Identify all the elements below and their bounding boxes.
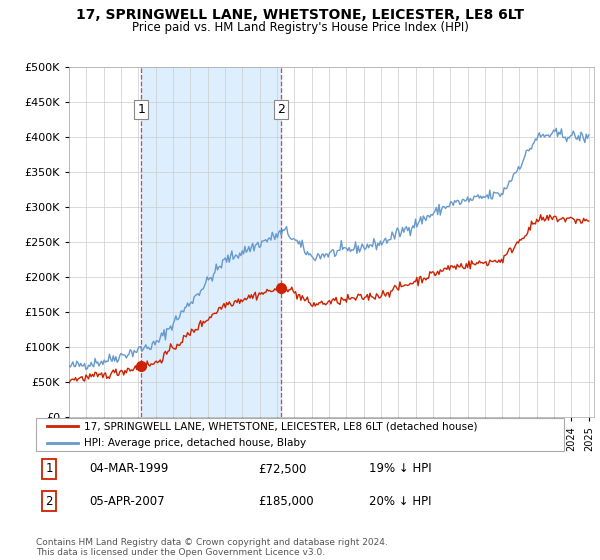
Text: 17, SPRINGWELL LANE, WHETSTONE, LEICESTER, LE8 6LT (detached house): 17, SPRINGWELL LANE, WHETSTONE, LEICESTE… [83,422,477,431]
Text: 20% ↓ HPI: 20% ↓ HPI [368,494,431,508]
Text: 17, SPRINGWELL LANE, WHETSTONE, LEICESTER, LE8 6LT: 17, SPRINGWELL LANE, WHETSTONE, LEICESTE… [76,8,524,22]
FancyBboxPatch shape [36,418,564,451]
Text: £185,000: £185,000 [258,494,313,508]
Text: 19% ↓ HPI: 19% ↓ HPI [368,463,431,475]
Text: 05-APR-2007: 05-APR-2007 [89,494,164,508]
Text: 04-MAR-1999: 04-MAR-1999 [89,463,168,475]
Text: 2: 2 [277,102,286,116]
Bar [141,67,281,417]
Text: Contains HM Land Registry data © Crown copyright and database right 2024.
This d: Contains HM Land Registry data © Crown c… [36,538,388,557]
Text: 2: 2 [46,494,53,508]
Text: HPI: Average price, detached house, Blaby: HPI: Average price, detached house, Blab… [83,438,305,447]
Text: 1: 1 [137,102,145,116]
Text: Price paid vs. HM Land Registry's House Price Index (HPI): Price paid vs. HM Land Registry's House … [131,21,469,34]
Text: 1: 1 [46,463,53,475]
Text: £72,500: £72,500 [258,463,306,475]
